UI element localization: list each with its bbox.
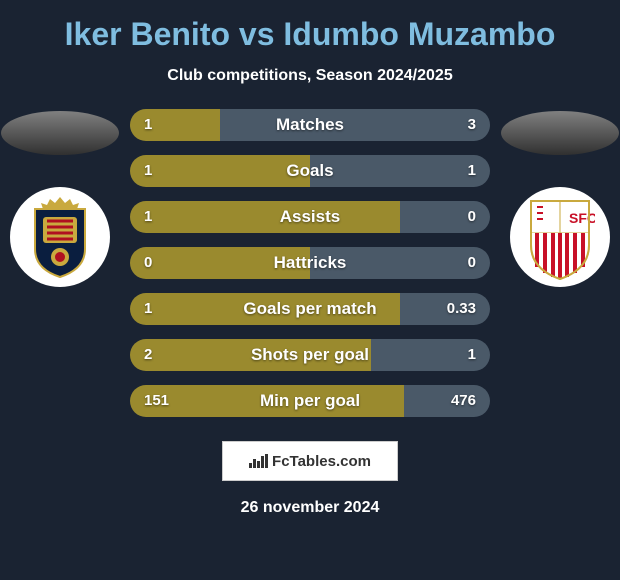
player2-column: SFC: [500, 109, 620, 287]
subtitle: Club competitions, Season 2024/2025: [0, 67, 620, 85]
footer-date: 26 november 2024: [0, 499, 620, 517]
svg-text:SFC: SFC: [569, 210, 595, 226]
stat-label: Min per goal: [130, 385, 490, 417]
player1-club-crest: [10, 187, 110, 287]
player1-shadow-ellipse: [1, 111, 119, 155]
brand-badge: FcTables.com: [222, 441, 398, 481]
page-title: Iker Benito vs Idumbo Muzambo: [0, 16, 620, 53]
stat-label: Shots per goal: [130, 339, 490, 371]
stat-bar: 21Shots per goal: [130, 339, 490, 371]
stat-label: Goals per match: [130, 293, 490, 325]
stat-label: Goals: [130, 155, 490, 187]
stats-bars: 13Matches 11Goals 10Assists 00Hattricks 10.3…: [130, 109, 490, 417]
player2-shadow-ellipse: [501, 111, 619, 155]
stat-label: Matches: [130, 109, 490, 141]
player1-column: [0, 109, 120, 287]
stat-bar: 11Goals: [130, 155, 490, 187]
brand-text: FcTables.com: [272, 453, 371, 470]
stat-bar: 13Matches: [130, 109, 490, 141]
stat-bar: 151476Min per goal: [130, 385, 490, 417]
osasuna-crest-icon: [25, 195, 95, 279]
stat-bar: 00Hattricks: [130, 247, 490, 279]
stat-bar: 10Assists: [130, 201, 490, 233]
sevilla-crest-icon: SFC: [525, 193, 595, 281]
comparison-infographic: Iker Benito vs Idumbo Muzambo Club compe…: [0, 0, 620, 580]
stat-bar: 10.33Goals per match: [130, 293, 490, 325]
chart-icon: [249, 454, 268, 468]
main-row: 13Matches 11Goals 10Assists 00Hattricks 10.3…: [0, 109, 620, 417]
player2-club-crest: SFC: [510, 187, 610, 287]
stat-label: Hattricks: [130, 247, 490, 279]
stat-label: Assists: [130, 201, 490, 233]
